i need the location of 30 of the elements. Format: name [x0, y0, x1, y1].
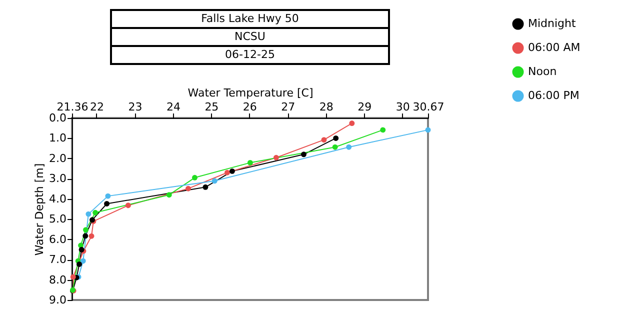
y-axis-title: Water Depth [m] [33, 163, 46, 256]
y-tick-label: 3.0 [49, 172, 66, 186]
chart-title: Falls Lake Hwy 50 [110, 9, 390, 29]
legend-label: Noon [528, 65, 557, 78]
x-tick-label: 23 [128, 100, 142, 114]
y-tick-label: 1.0 [49, 132, 66, 145]
y-tick-label: 2.0 [49, 152, 66, 165]
legend-label: 06:00 PM [528, 89, 580, 102]
legend-label: Midnight [528, 17, 577, 30]
x-tick-label: 26 [242, 100, 257, 114]
x-tick-label: 30 [396, 100, 410, 114]
y-tick-label: 4.0 [49, 192, 66, 206]
y-tick-label: 5.0 [49, 212, 66, 226]
y-tick-label: 7.0 [49, 253, 66, 266]
x-tick-label: 28 [319, 100, 334, 114]
y-tick-label: 9.0 [49, 294, 66, 306]
y-tick-label: 6.0 [49, 232, 66, 246]
x-tick-label: 30.67 [412, 100, 444, 114]
x-tick-label: 25 [204, 100, 219, 114]
text: 06-12-25 [110, 47, 390, 65]
y-tick-label: 8.0 [49, 273, 66, 286]
y-tick-label: 0.0 [49, 112, 66, 124]
legend-label: 06:00 AM [528, 41, 580, 54]
x-axis-title: Water Temperature [C] [188, 86, 314, 100]
x-tick-label: 29 [358, 100, 372, 114]
chart-subtitle: NCSU [110, 29, 390, 47]
x-tick-label: 21.36 [56, 100, 88, 114]
x-tick-label: 27 [281, 100, 296, 114]
x-tick-label: 24 [166, 100, 180, 114]
x-tick-label: 22 [90, 100, 104, 114]
